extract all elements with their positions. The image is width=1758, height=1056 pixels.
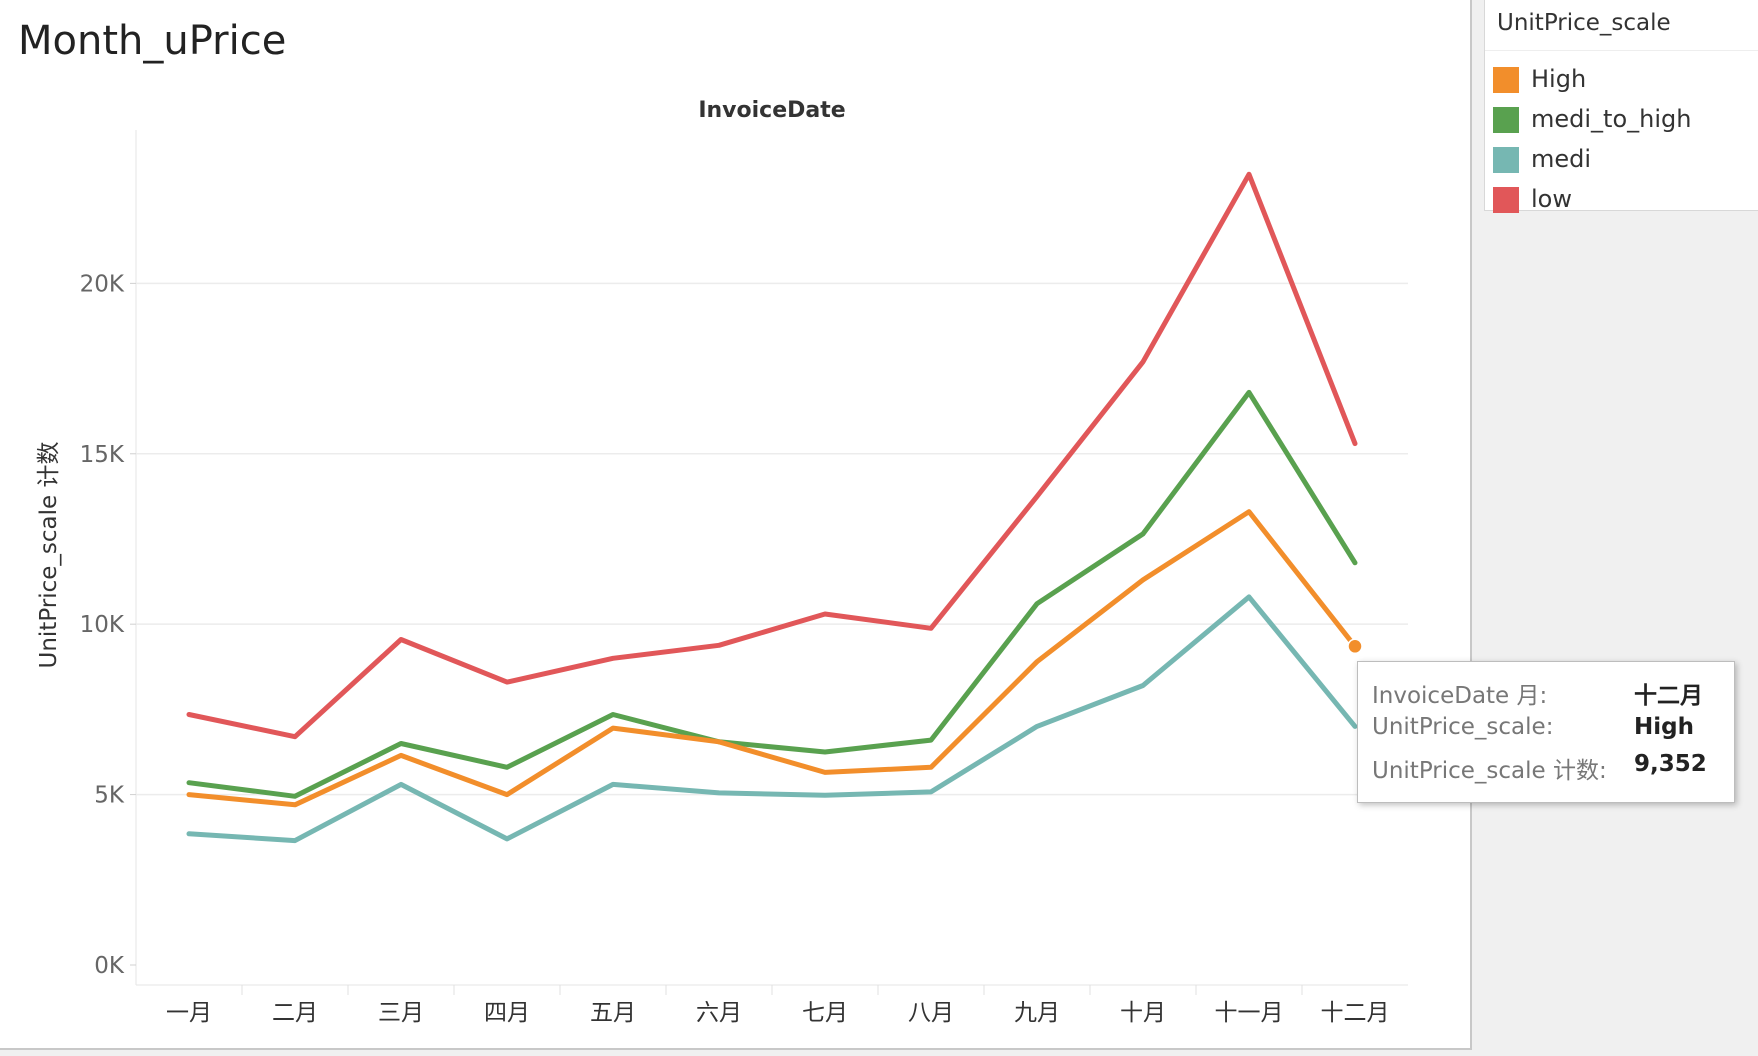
- x-tick-label: 六月: [696, 1000, 742, 1026]
- tooltip-key: UnitPrice_scale 计数:: [1372, 758, 1607, 784]
- legend-label: High: [1531, 65, 1587, 93]
- tooltip-row-count: UnitPrice_scale 计数: 9,352: [1372, 751, 1732, 787]
- legend-swatch: [1493, 187, 1519, 213]
- x-tick-label: 十月: [1120, 1000, 1166, 1026]
- legend-item-medi[interactable]: medi: [1485, 139, 1758, 179]
- x-tick-label: 一月: [166, 1000, 212, 1026]
- color-legend: UnitPrice_scale High medi_to_high medi l…: [1484, 0, 1758, 213]
- legend-swatch: [1493, 107, 1519, 133]
- series-line-medi-to-high[interactable]: [186, 389, 1358, 799]
- x-tick-label: 四月: [484, 1000, 530, 1026]
- legend-item-low[interactable]: low: [1485, 179, 1758, 219]
- y-tick-label: 0K: [94, 953, 125, 979]
- x-tick-label: 二月: [272, 1000, 318, 1026]
- series-line-medi[interactable]: [186, 594, 1358, 844]
- x-tick-label: 八月: [908, 1000, 954, 1026]
- legend-label: medi: [1531, 145, 1592, 173]
- y-axis-label: UnitPrice_scale 计数: [36, 441, 62, 668]
- legend-swatch: [1493, 147, 1519, 173]
- viz-worksheet: Month_uPrice 0K 5K 10K 15K 20K 一月 二月 三月 四月 五月 六月 七月…: [0, 0, 1472, 1050]
- y-tick-label: 20K: [80, 271, 125, 297]
- y-tick-label: 5K: [94, 783, 125, 809]
- legend-item-medi-to-high[interactable]: medi_to_high: [1485, 99, 1758, 139]
- legend-label: medi_to_high: [1531, 105, 1692, 133]
- x-tick-label: 十二月: [1321, 1000, 1390, 1026]
- tooltip: InvoiceDate 月: 十二月 UnitPrice_scale: High…: [1357, 661, 1735, 803]
- highlighted-point[interactable]: [1347, 638, 1363, 655]
- legend-label: low: [1531, 185, 1572, 213]
- x-axis-label: InvoiceDate: [698, 98, 845, 123]
- x-tick-label: 十一月: [1215, 1000, 1284, 1026]
- series-line-low[interactable]: [186, 171, 1358, 740]
- legend-swatch: [1493, 67, 1519, 93]
- x-tick-label: 七月: [802, 1000, 848, 1026]
- tooltip-key: InvoiceDate 月:: [1372, 683, 1548, 709]
- x-tick-label: 五月: [590, 1000, 636, 1026]
- tooltip-key: UnitPrice_scale:: [1372, 714, 1554, 740]
- line-chart[interactable]: 0K 5K 10K 15K 20K 一月 二月 三月 四月 五月 六月 七月 八月 九月 十月 十一月 十二月 I…: [0, 0, 1470, 1048]
- legend-item-high[interactable]: High: [1485, 59, 1758, 99]
- series-line-high[interactable]: [186, 509, 1358, 808]
- tooltip-value: 9,352: [1634, 751, 1707, 777]
- y-tick-label: 15K: [80, 442, 125, 468]
- sheet-title: Month_uPrice: [18, 18, 287, 64]
- y-tick-label: 10K: [80, 612, 125, 638]
- tooltip-row-month: InvoiceDate 月: 十二月: [1372, 676, 1732, 712]
- tooltip-row-scale: UnitPrice_scale: High: [1372, 714, 1732, 750]
- x-tick-label: 三月: [378, 1000, 424, 1026]
- tooltip-value: 十二月: [1634, 683, 1703, 709]
- tooltip-value: High: [1634, 714, 1694, 740]
- legend-title: UnitPrice_scale: [1485, 0, 1758, 51]
- x-tick-label: 九月: [1014, 1000, 1060, 1026]
